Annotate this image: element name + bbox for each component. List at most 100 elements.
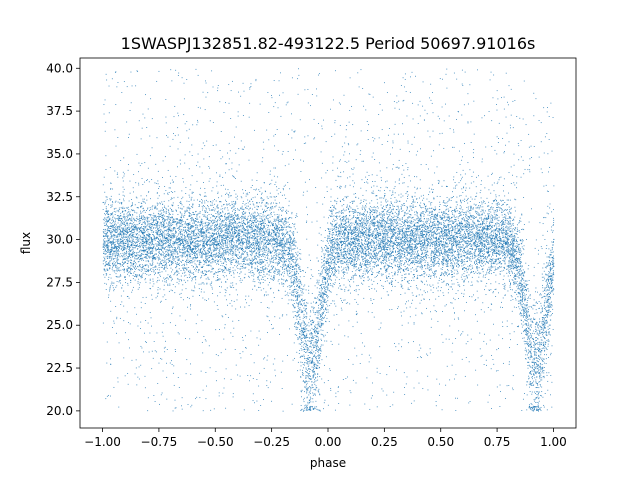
scatter-point (105, 240, 107, 242)
scatter-point (220, 184, 222, 186)
scatter-point (196, 240, 198, 242)
scatter-point (261, 198, 263, 200)
scatter-point (331, 228, 333, 230)
scatter-point (181, 224, 183, 226)
scatter-point (364, 237, 365, 239)
scatter-point (187, 247, 189, 249)
scatter-point (537, 406, 539, 408)
scatter-point (198, 231, 200, 233)
scatter-point (481, 354, 483, 356)
scatter-point (165, 225, 167, 227)
scatter-point (425, 221, 427, 223)
scatter-point (525, 329, 527, 331)
scatter-point (366, 261, 368, 262)
scatter-point (110, 232, 112, 234)
scatter-point (256, 248, 257, 250)
scatter-point (291, 299, 293, 301)
scatter-point (476, 213, 477, 215)
scatter-point (221, 239, 223, 241)
scatter-point (363, 242, 365, 244)
scatter-point (252, 400, 254, 402)
scatter-point (240, 226, 242, 228)
scatter-point (342, 212, 344, 214)
scatter-point (365, 255, 367, 256)
scatter-point (368, 227, 370, 229)
scatter-point (440, 227, 442, 229)
scatter-point (290, 258, 292, 260)
scatter-point (164, 264, 166, 266)
scatter-point (255, 230, 257, 232)
scatter-point (350, 226, 352, 228)
scatter-point (428, 267, 430, 269)
scatter-point (111, 327, 113, 328)
scatter-point (432, 215, 434, 217)
scatter-point (361, 207, 363, 209)
scatter-point (372, 231, 374, 233)
scatter-point (434, 263, 436, 265)
scatter-point (441, 241, 443, 243)
scatter-point (505, 72, 507, 74)
scatter-point (153, 212, 155, 214)
scatter-point (347, 259, 348, 261)
scatter-point (216, 259, 218, 261)
scatter-point (298, 294, 300, 296)
scatter-point (433, 251, 435, 253)
scatter-point (374, 209, 376, 211)
scatter-point (491, 172, 493, 174)
scatter-point (539, 375, 540, 377)
scatter-point (259, 243, 261, 245)
scatter-point (418, 197, 420, 199)
scatter-point (180, 225, 182, 227)
scatter-point (368, 175, 370, 176)
scatter-point (389, 255, 390, 257)
scatter-point (189, 228, 191, 230)
scatter-point (421, 207, 423, 209)
scatter-point (266, 196, 268, 198)
scatter-point (434, 227, 436, 228)
scatter-point (511, 258, 513, 260)
scatter-point (507, 226, 509, 228)
scatter-point (493, 190, 495, 192)
scatter-point (260, 197, 262, 198)
scatter-point (531, 391, 533, 393)
scatter-point (144, 264, 146, 266)
scatter-point (362, 244, 364, 245)
scatter-point (188, 216, 190, 217)
scatter-point (233, 254, 235, 256)
scatter-point (374, 222, 376, 224)
scatter-point (469, 228, 471, 230)
scatter-point (240, 248, 242, 249)
scatter-point (489, 241, 491, 243)
scatter-point (123, 248, 125, 250)
scatter-point (325, 245, 327, 247)
scatter-point (306, 206, 308, 208)
scatter-point (205, 210, 207, 212)
scatter-point (500, 207, 502, 209)
scatter-point (326, 251, 328, 253)
scatter-point (343, 94, 345, 96)
scatter-point (191, 243, 193, 245)
scatter-point (538, 410, 539, 412)
scatter-point (465, 240, 467, 242)
scatter-point (119, 245, 121, 247)
scatter-point (396, 102, 398, 104)
scatter-point (455, 226, 456, 228)
scatter-point (370, 221, 372, 223)
scatter-point (355, 212, 357, 213)
scatter-point (451, 271, 453, 273)
scatter-point (504, 250, 506, 252)
scatter-point (266, 332, 268, 334)
scatter-point (301, 341, 303, 343)
scatter-point (340, 219, 342, 221)
scatter-point (103, 249, 104, 250)
scatter-point (451, 224, 452, 226)
scatter-point (245, 238, 247, 240)
scatter-point (339, 200, 341, 202)
scatter-point (457, 251, 459, 253)
scatter-point (427, 218, 429, 220)
scatter-point (553, 274, 555, 276)
scatter-point (119, 232, 121, 234)
scatter-point (294, 326, 296, 328)
scatter-point (508, 363, 510, 365)
scatter-point (109, 289, 111, 291)
